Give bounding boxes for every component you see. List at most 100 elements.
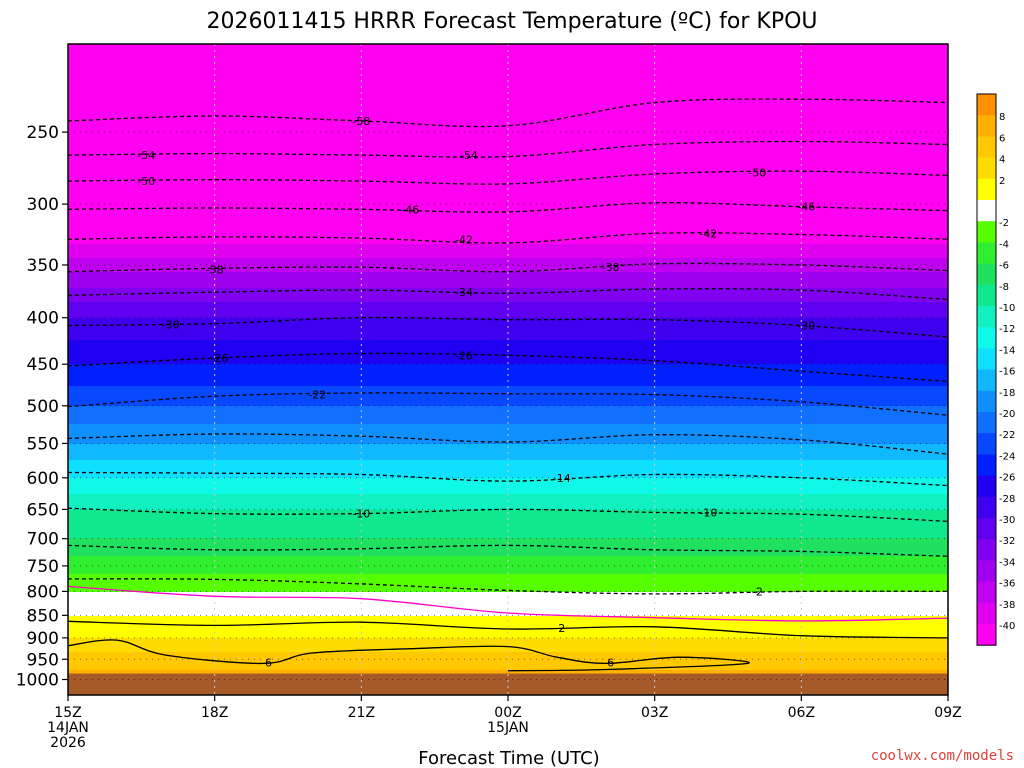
contour-label: -34	[455, 286, 473, 299]
field-strip	[68, 70, 948, 73]
field-strip	[68, 472, 948, 475]
field-strip	[68, 474, 948, 477]
colorbar-label: -12	[999, 324, 1015, 335]
field-strip	[68, 148, 948, 151]
contour-label: 2	[558, 622, 565, 635]
field-strip	[68, 48, 948, 51]
colorbar-swatch	[977, 581, 996, 604]
field-strip	[68, 312, 948, 315]
field-strip	[68, 214, 948, 217]
field-strip	[68, 588, 948, 591]
field-strip	[68, 196, 948, 199]
contour-label: -38	[206, 263, 224, 276]
field-strip	[68, 138, 948, 141]
contour-label: -10	[699, 506, 717, 519]
field-strip	[68, 438, 948, 441]
colorbar-label: -8	[999, 282, 1009, 293]
field-strip	[68, 72, 948, 75]
field-strip	[68, 280, 948, 283]
field-strip	[68, 658, 948, 661]
field-strip	[68, 300, 948, 303]
field-strip	[68, 192, 948, 195]
field-strip	[68, 156, 948, 159]
colorbar-swatch	[977, 560, 996, 582]
field-strip	[68, 234, 948, 237]
field-strip	[68, 634, 948, 637]
field-strip	[68, 316, 948, 319]
field-strip	[68, 66, 948, 69]
field-strip	[68, 402, 948, 405]
field-strip	[68, 672, 948, 675]
field-strip	[68, 174, 948, 177]
colorbar-label: -20	[999, 409, 1015, 420]
field-strip	[68, 112, 948, 115]
field-strip	[68, 58, 948, 61]
field-strip	[68, 492, 948, 495]
field-strip	[68, 184, 948, 187]
field-strip	[68, 618, 948, 621]
field-strip	[68, 436, 948, 439]
field-strip	[68, 360, 948, 363]
field-strip	[68, 334, 948, 337]
colorbar-label: -36	[999, 579, 1015, 590]
field-strip	[68, 516, 948, 519]
field-strip	[68, 484, 948, 487]
colorbar-label: -38	[999, 600, 1015, 611]
colorbar-swatch	[977, 284, 996, 307]
y-tick-label: 800	[27, 582, 59, 602]
colorbar-swatch	[977, 518, 996, 540]
colorbar-swatch	[977, 539, 996, 561]
field-strip	[68, 486, 948, 489]
field-strip	[68, 544, 948, 547]
field-strip	[68, 534, 948, 537]
field-strip	[68, 408, 948, 411]
field-strip	[68, 388, 948, 391]
contour-label: -50	[137, 175, 155, 188]
field-strip	[68, 636, 948, 639]
field-strip	[68, 342, 948, 345]
x-tick-label: 15JAN	[487, 720, 529, 736]
colorbar-swatch	[977, 263, 996, 286]
field-strip	[68, 240, 948, 243]
field-strip	[68, 652, 948, 655]
field-strip	[68, 210, 948, 213]
colorbar-label: -28	[999, 494, 1015, 505]
field-strip	[68, 664, 948, 667]
field-strip	[68, 522, 948, 525]
colorbar-label: -32	[999, 536, 1015, 547]
field-strip	[68, 352, 948, 355]
colorbar-label: -2	[999, 218, 1009, 229]
x-tick-label: 03Z	[641, 705, 668, 721]
contour-label: -54	[137, 149, 155, 162]
field-strip	[68, 162, 948, 165]
field-strip	[68, 556, 948, 559]
field-strip	[68, 274, 948, 277]
field-strip	[68, 624, 948, 627]
contour-label: -46	[401, 203, 419, 216]
x-tick-label: 15Z	[54, 705, 81, 721]
field-strip	[68, 76, 948, 79]
contour-label: -38	[602, 261, 620, 274]
field-strip	[68, 178, 948, 181]
field-strip	[68, 490, 948, 493]
field-strip	[68, 480, 948, 483]
field-strip	[68, 354, 948, 357]
colorbar-swatch	[977, 200, 996, 222]
field-strip	[68, 172, 948, 175]
field-strip	[68, 126, 948, 129]
field-strip	[68, 270, 948, 273]
field-strip	[68, 660, 948, 663]
field-strip	[68, 202, 948, 205]
colorbar: 8 6 4 2 -2 -4 -6 -8 -10 -12 -14 -16 -18 -20 -22 -24 -26 -…	[976, 93, 1015, 646]
field-strip	[68, 462, 948, 465]
field-strip	[68, 114, 948, 117]
colorbar-swatch	[977, 157, 996, 180]
colorbar-swatch	[977, 475, 996, 498]
contour-label: -22	[308, 389, 326, 402]
field-strip	[68, 46, 948, 49]
field-strip	[68, 454, 948, 457]
field-strip	[68, 654, 948, 657]
colorbar-swatch	[977, 454, 996, 476]
colorbar-label: -10	[999, 303, 1015, 314]
